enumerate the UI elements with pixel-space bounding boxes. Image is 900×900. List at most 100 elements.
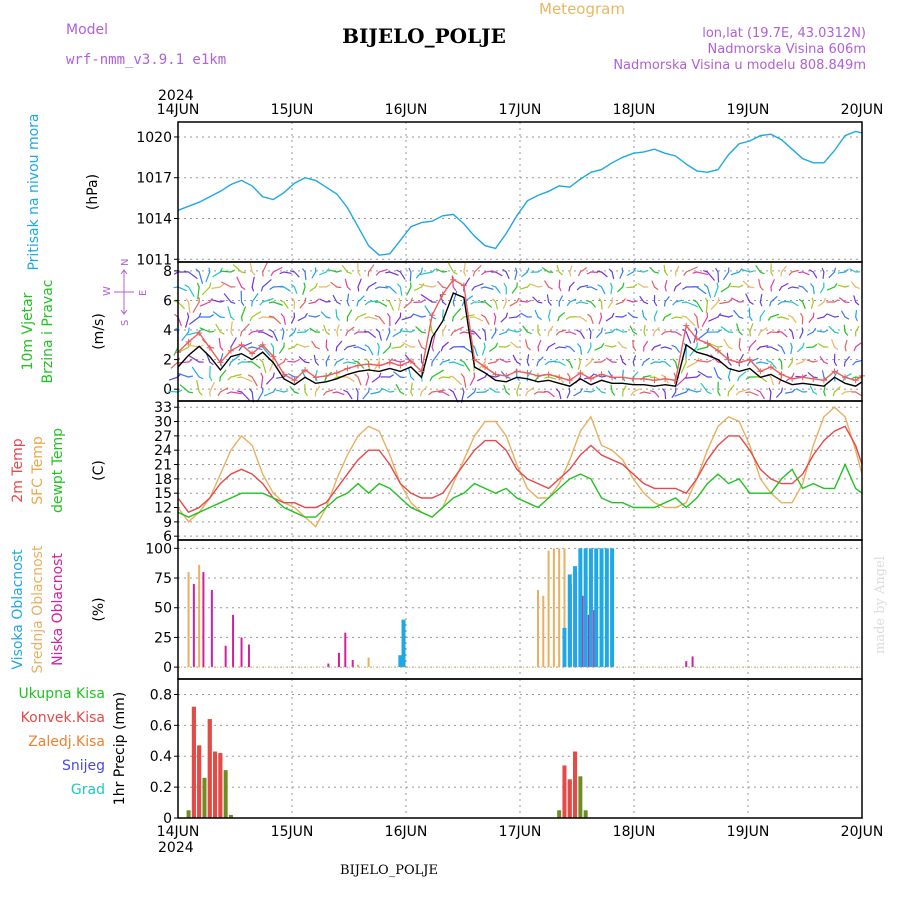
wind-barb-head [841,391,846,395]
wind-barb [391,346,401,349]
bar [588,548,593,668]
wind-barb-head [410,297,413,303]
wind-barb [198,271,204,284]
wind-barb [816,330,825,333]
wind-barb [797,346,804,353]
wind-barb-head [590,389,596,393]
wind-barb-head [505,376,511,379]
wind-barb [700,382,709,393]
bar [202,572,205,668]
wind-barb [489,387,497,393]
wind-barb [495,271,503,277]
wind-barb-head [598,298,603,303]
wind-barb-head [749,316,753,321]
series-point [270,353,277,360]
bar [232,614,235,668]
wind-barb [442,376,451,379]
wind-barb-head [293,343,298,348]
wind-barb [381,387,391,393]
wind-barb [738,371,747,378]
wind-barb-head [662,388,666,393]
wind-barb [370,391,380,395]
wind-barb-head [492,298,497,303]
wind-barb-head [778,286,783,292]
wind-barb-head [472,271,476,277]
wind-barb-head [515,267,518,273]
wind-barb [218,337,221,348]
wind-barb [558,312,566,318]
bar [594,548,599,668]
wind-barb [227,306,232,318]
wind-barb-head [590,357,593,363]
wind-barb-head [303,282,306,288]
wind-panel: 0 2 4 6 8 10m Vjetar Brzina i Pravac (m/s) S N W E [20,259,865,403]
wind-barb-head [473,387,477,393]
wind-barb [240,306,246,318]
wind-barb-head [503,282,507,288]
wind-barb-head [302,268,306,273]
wind-barb [547,325,554,333]
bar [202,777,207,818]
wind-barb-head [787,286,793,290]
wind-barb [186,344,200,348]
wind-barb-head [536,361,539,367]
wind-barb-head [345,331,349,337]
series-point [799,374,806,381]
wind-barb [643,375,651,378]
pressure-panel: 1011 1014 1017 1020 Pritisak na nivou mora (h… [26,113,863,271]
wind-barb [817,343,825,348]
wind-barb-head [673,286,677,292]
wind-barb [389,286,397,294]
wind-barb [742,280,751,288]
wind-barb [511,286,518,294]
wind-barb [780,331,788,338]
wind-barb [736,323,740,333]
wind-barb [272,331,278,342]
wind-barb-head [749,270,755,273]
wind-barb-head [717,313,721,318]
wind-barb-head [248,331,253,336]
wind-barb [367,316,378,320]
wind-barb [262,346,271,357]
compass-w: W [102,286,113,296]
footer-station: BIJELO_POLJE [340,863,438,878]
wind-barb-head [269,329,274,333]
wind-barb-head [325,284,331,288]
precip-panel: 0 0.2 0.4 0.6 0.8 Ukupna Kisa Konvek.Kisa Zaled… [18,678,863,827]
wind-barb-head [240,286,246,290]
wind-barb-head [643,316,648,321]
wind-barb-head [600,359,606,363]
wind-barb-head [428,391,433,396]
wind-barb [558,329,567,333]
wind-barb-head [610,282,613,288]
wind-barb [833,386,841,393]
wind-barb-head [802,358,806,363]
wind-barb-head [270,271,274,276]
wind-barb-head [270,343,274,348]
wind-barb-head [484,357,487,363]
wind-barb-head [448,375,454,378]
wind-barb-head [823,313,828,318]
wind-barb [664,280,668,288]
wind-barb [696,346,709,351]
wind-barb [393,371,401,378]
wind-barb-head [187,327,190,333]
bar [578,776,583,818]
wind-barb-head [482,328,486,333]
wind-barb-head [516,346,522,349]
wind-barb [689,346,698,357]
y-tick-label: 1011 [136,252,172,268]
wind-barb [196,379,200,393]
wind-barb-head [480,286,486,289]
series-point [619,374,626,381]
series-line [177,462,863,518]
wind-barb [336,340,343,348]
wind-barb-head [419,391,423,397]
wind-barb-head [600,327,603,333]
wind-barb-head [481,314,486,318]
bar [218,753,223,818]
wind-barb [385,331,391,341]
wind-barb [185,316,190,328]
wind-barb-head [855,316,858,322]
wind-barb [664,361,671,367]
